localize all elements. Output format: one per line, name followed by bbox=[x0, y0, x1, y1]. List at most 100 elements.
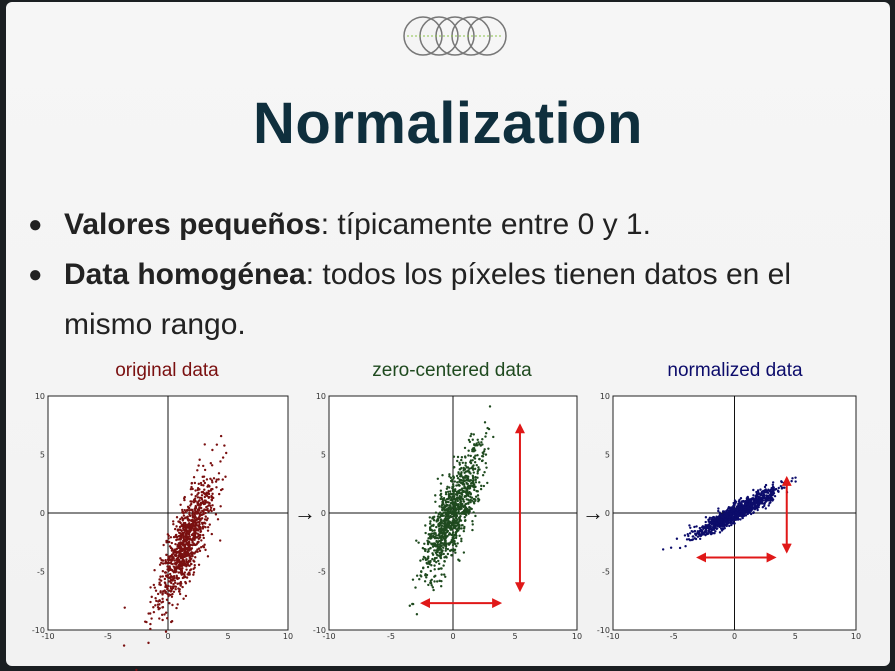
scatter-point bbox=[752, 511, 755, 515]
scatter-point bbox=[468, 471, 471, 474]
scatter-point bbox=[449, 476, 453, 480]
scatter-point bbox=[463, 495, 466, 499]
x-tick-label: -10 bbox=[606, 632, 619, 641]
scatter-point bbox=[710, 519, 714, 522]
scatter-point bbox=[159, 579, 163, 582]
scatter-point bbox=[203, 502, 207, 506]
scatter-point bbox=[199, 546, 203, 549]
scatter-point bbox=[423, 542, 426, 546]
scatter-point bbox=[438, 543, 442, 546]
scatter-point bbox=[207, 490, 211, 493]
scatter-point bbox=[440, 579, 443, 583]
scatter-point bbox=[193, 521, 196, 524]
scatter-point bbox=[424, 558, 428, 562]
scatter-point bbox=[187, 564, 190, 567]
slide: Normalization ● Valores pequeños: típica… bbox=[6, 2, 890, 671]
scatter-point bbox=[458, 489, 461, 492]
scatter-point bbox=[211, 492, 214, 496]
scatter-point bbox=[196, 496, 200, 499]
scatter-point bbox=[179, 556, 183, 560]
scatter-point bbox=[152, 606, 155, 609]
scatter-point bbox=[458, 527, 461, 530]
scatter-point bbox=[200, 498, 204, 501]
scatter-point bbox=[164, 611, 168, 614]
y-tick-label: -10 bbox=[597, 626, 610, 635]
scatter-point bbox=[758, 495, 761, 499]
scatter-point bbox=[442, 497, 446, 500]
scatter-point bbox=[756, 502, 759, 505]
scatter-point bbox=[183, 545, 186, 548]
scatter-point bbox=[172, 582, 175, 586]
scatter-point bbox=[190, 557, 193, 560]
scatter-point bbox=[449, 528, 452, 531]
scatter-point bbox=[756, 505, 760, 509]
scatter-point bbox=[761, 499, 765, 502]
scatter-point bbox=[484, 435, 487, 438]
scatter-point bbox=[473, 457, 477, 460]
scatter-point bbox=[200, 483, 203, 487]
scatter-point bbox=[684, 545, 687, 548]
scatter-point bbox=[424, 548, 427, 551]
scatter-point bbox=[197, 541, 200, 544]
x-tick-label: 10 bbox=[572, 632, 582, 641]
scatter-point bbox=[678, 546, 682, 550]
scatter-point bbox=[200, 494, 204, 497]
scatter-point bbox=[216, 518, 220, 521]
scatter-point bbox=[440, 551, 443, 554]
scatter-point bbox=[471, 465, 474, 468]
scatter-point bbox=[471, 438, 474, 441]
scatter-point bbox=[145, 620, 148, 624]
scatter-point bbox=[202, 464, 205, 468]
scatter-point bbox=[204, 511, 207, 515]
scatter-point bbox=[199, 530, 203, 533]
scatter-point bbox=[424, 574, 427, 577]
scatter-point bbox=[462, 529, 466, 533]
scatter-point bbox=[471, 468, 475, 472]
logo-icon bbox=[403, 16, 507, 56]
scatter-point bbox=[149, 622, 152, 626]
scatter-point bbox=[210, 464, 214, 467]
scatter-point bbox=[479, 444, 482, 447]
scatter-point bbox=[193, 528, 196, 532]
scatter-point bbox=[198, 514, 201, 518]
scatter-point bbox=[155, 599, 158, 603]
scatter-point bbox=[755, 490, 758, 494]
scatter-point bbox=[178, 582, 181, 585]
scatter-point bbox=[435, 545, 438, 548]
scatter-point bbox=[695, 525, 698, 528]
scatter-point bbox=[223, 444, 226, 447]
scatter-point bbox=[182, 555, 186, 559]
scatter-point bbox=[456, 521, 459, 525]
scatter-point bbox=[756, 489, 760, 492]
y-tick-label: -5 bbox=[37, 568, 45, 577]
scatter-point bbox=[180, 534, 183, 537]
scatter-point bbox=[449, 492, 453, 495]
scatter-point bbox=[447, 500, 450, 504]
scatter-point bbox=[180, 562, 183, 566]
scatter-point bbox=[452, 466, 455, 469]
scatter-point bbox=[203, 543, 206, 546]
scatter-point bbox=[204, 515, 207, 518]
scatter-point bbox=[197, 526, 201, 530]
scatter-point bbox=[444, 504, 448, 508]
scatter-point bbox=[463, 487, 466, 490]
scatter-point bbox=[465, 502, 468, 505]
scatter-point bbox=[200, 521, 204, 525]
scatter-point bbox=[147, 612, 150, 615]
scatter-point bbox=[458, 534, 461, 538]
scatter-point bbox=[185, 568, 188, 571]
scatter-point bbox=[440, 534, 443, 538]
bullet-bold: Data homogénea bbox=[64, 258, 306, 291]
scatter-point bbox=[159, 575, 162, 578]
scatter-point bbox=[454, 519, 458, 523]
scatter-point bbox=[182, 497, 186, 500]
scatter-point bbox=[411, 602, 415, 606]
scatter-point bbox=[756, 493, 759, 496]
scatter-point bbox=[711, 516, 715, 519]
scatter-point bbox=[158, 563, 162, 566]
scatter-point bbox=[469, 454, 472, 458]
scatter-point bbox=[460, 537, 463, 541]
scatter-point bbox=[458, 519, 461, 523]
scatter-point bbox=[196, 488, 199, 492]
scatter-point bbox=[475, 463, 478, 467]
